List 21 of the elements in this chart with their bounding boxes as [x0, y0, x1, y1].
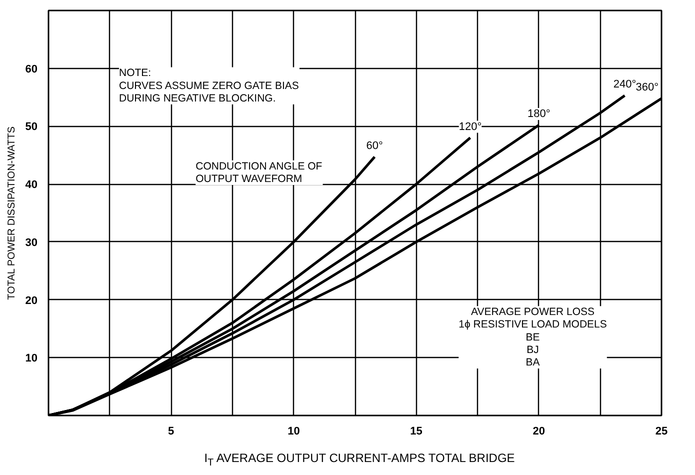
x-tick-label: 25 — [655, 426, 668, 438]
y-tick-label: 30 — [25, 236, 38, 249]
y-tick-label: 20 — [25, 294, 38, 307]
y-tick-label: 40 — [25, 179, 38, 192]
annotation: AVERAGE POWER LOSS 1ϕ RESISTIVE LOAD MODELS BE BJ BA — [458, 306, 607, 369]
x-tick-label: 5 — [168, 426, 174, 438]
series-label: 180° — [528, 108, 550, 120]
annotation: CONDUCTION ANGLE OF OUTPUT WAVEFORM — [196, 160, 322, 185]
series-label: 120° — [458, 120, 482, 133]
series-label: 60° — [366, 140, 383, 152]
x-tick-label: 10 — [288, 426, 300, 438]
x-tick-label: 15 — [410, 426, 422, 438]
y-tick-label: 50 — [25, 121, 38, 134]
y-tick-label: 10 — [25, 352, 38, 365]
y-axis-title: TOTAL POWER DISSIPATION-WATTS — [6, 126, 18, 300]
x-tick-label: 20 — [532, 426, 546, 438]
annotation: NOTE: CURVES ASSUME ZERO GATE BIAS DURING NEGATIVE BLOCKING. — [118, 67, 299, 104]
x-axis-title: I$_{T}$ AVERAGE OUTPUT CURRENT-AMPS TOTAL BRIDGE — [204, 451, 515, 468]
y-tick-label: 60 — [25, 63, 38, 76]
series-label: 240° — [613, 78, 636, 91]
series-label: 360° — [636, 81, 659, 94]
